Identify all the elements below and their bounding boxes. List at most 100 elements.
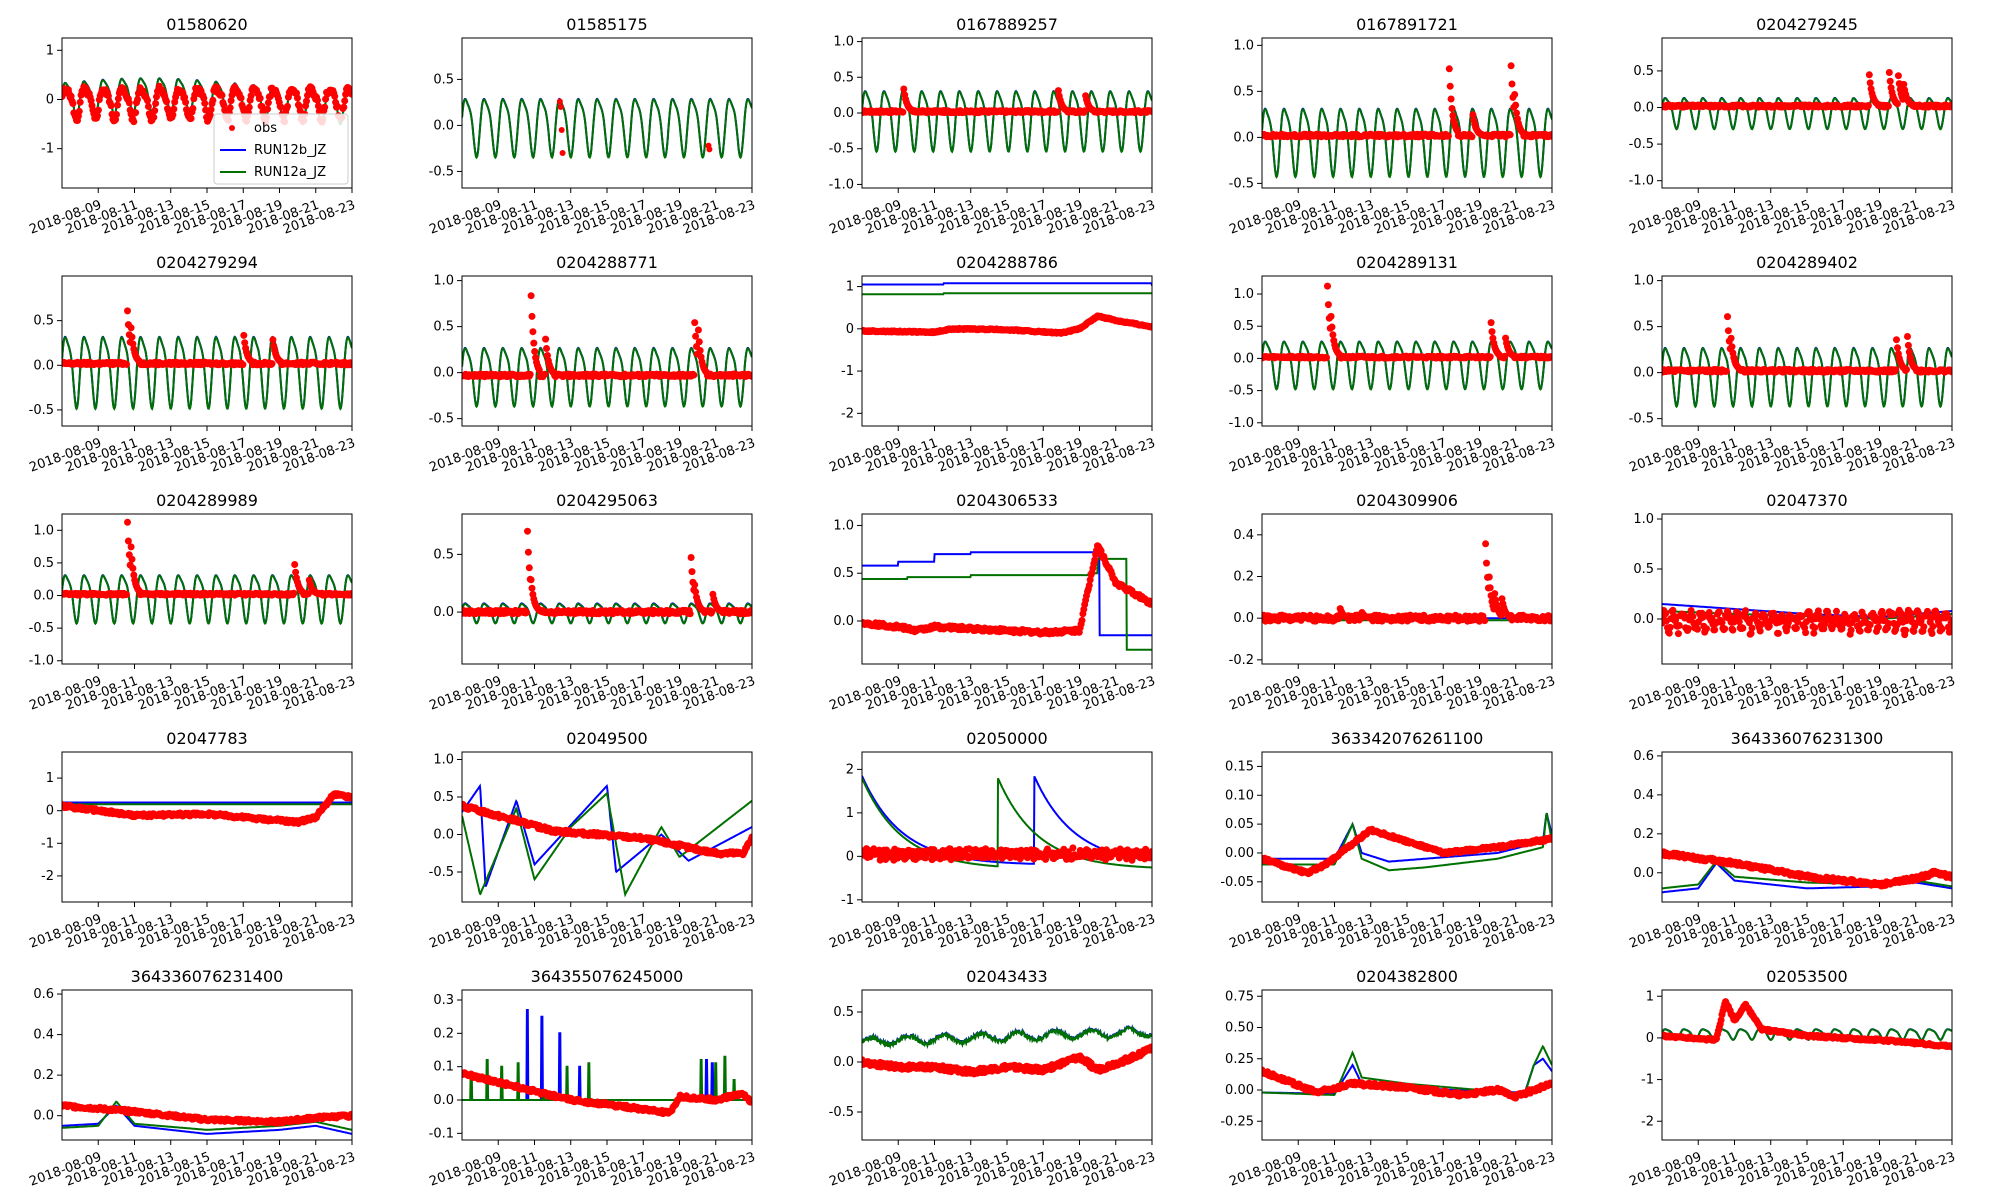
obs-point xyxy=(1468,133,1476,141)
obs-point xyxy=(1865,71,1873,79)
obs-point xyxy=(542,335,550,343)
axes-frame xyxy=(461,513,753,665)
obs-point xyxy=(1081,107,1089,115)
obs-point xyxy=(1324,301,1332,309)
subplot-title: 0204288786 xyxy=(956,253,1058,272)
series-RUN12a_JZ xyxy=(62,335,352,411)
legend-b-label: RUN12b_JZ xyxy=(254,143,326,158)
obs-point xyxy=(1444,132,1452,140)
y-tick-label: -0.5 xyxy=(29,621,54,636)
subplot-0204306533: 02043065331.00.50.02018-08-092018-08-112… xyxy=(827,491,1157,714)
legend-obs-label: obs xyxy=(254,121,277,136)
obs-point xyxy=(1675,622,1683,629)
obs-point xyxy=(1662,610,1670,618)
series-RUN12a_JZ xyxy=(862,90,1152,154)
y-tick-label: 0.0 xyxy=(33,358,54,373)
plot-area xyxy=(862,85,1152,154)
obs-point xyxy=(258,103,266,110)
y-tick-label: 0.0 xyxy=(1233,130,1254,145)
obs-point xyxy=(1756,627,1764,635)
obs-point xyxy=(1802,629,1810,637)
obs-point xyxy=(527,576,535,584)
series-RUN12a_JZ xyxy=(62,574,352,626)
y-tick-label: 1.0 xyxy=(1633,274,1654,289)
obs-point xyxy=(69,100,77,107)
obs-point xyxy=(1879,610,1887,618)
obs-point xyxy=(1148,598,1152,606)
obs-point xyxy=(899,108,907,116)
y-tick-label: -0.5 xyxy=(429,164,454,179)
obs-point xyxy=(1894,100,1901,108)
y-tick-label: 1.0 xyxy=(833,518,854,533)
axes-frame xyxy=(861,275,1153,427)
obs-point xyxy=(1548,132,1552,140)
obs-point xyxy=(1938,625,1946,633)
obs-point xyxy=(1864,102,1872,109)
obs-point xyxy=(127,543,135,551)
obs-point xyxy=(1687,607,1695,614)
obs-point xyxy=(558,127,565,134)
y-tick-label: 0.5 xyxy=(833,70,854,85)
plot-area xyxy=(862,282,1152,337)
obs-point xyxy=(690,371,698,379)
obs-point xyxy=(1747,629,1755,637)
plot-area xyxy=(62,77,352,126)
subplot-title: 0204295063 xyxy=(556,491,658,510)
obs-point xyxy=(692,332,700,340)
obs-point xyxy=(1548,613,1552,621)
obs-point xyxy=(1488,328,1496,336)
obs-point xyxy=(1948,616,1952,624)
y-tick-label: 0.4 xyxy=(1233,528,1254,543)
axes-frame xyxy=(1661,37,1953,189)
plot-area xyxy=(1662,313,1952,409)
obs-point xyxy=(1446,82,1454,90)
obs-point xyxy=(331,92,339,100)
obs-point xyxy=(696,347,704,354)
obs-point xyxy=(1866,79,1874,87)
y-tick-label: 0.5 xyxy=(1233,319,1254,334)
obs-point xyxy=(1853,615,1860,623)
obs-point xyxy=(1929,622,1937,630)
obs-point xyxy=(1723,367,1730,375)
obs-point xyxy=(104,92,112,100)
obs-point xyxy=(128,333,136,341)
obs-point xyxy=(314,102,322,110)
obs-point xyxy=(268,360,276,368)
obs-point xyxy=(114,101,121,109)
plot-area xyxy=(1662,603,1952,639)
obs-point xyxy=(1694,625,1701,633)
obs-point xyxy=(1894,620,1901,628)
obs-point xyxy=(348,590,352,598)
obs-point xyxy=(269,336,277,344)
obs-point xyxy=(691,319,699,327)
obs-point xyxy=(1329,331,1337,339)
subplot-title: 0204289989 xyxy=(156,491,258,510)
obs-point xyxy=(1734,610,1742,617)
subplot-title: 01585175 xyxy=(566,15,647,34)
obs-point xyxy=(1323,354,1330,362)
y-tick-label: 0.5 xyxy=(33,556,54,571)
obs-point xyxy=(531,348,539,355)
obs-point xyxy=(1811,624,1819,632)
y-tick-label: -1 xyxy=(41,142,54,157)
obs-point xyxy=(151,107,159,115)
y-tick-label: -2 xyxy=(841,406,854,421)
obs-point xyxy=(1054,87,1062,95)
y-tick-label: 0.0 xyxy=(433,366,454,381)
obs-point xyxy=(541,370,549,378)
obs-point xyxy=(241,339,249,347)
obs-point xyxy=(321,103,329,111)
y-tick-label: 0.0 xyxy=(1233,351,1254,366)
obs-point xyxy=(1445,65,1453,73)
obs-point xyxy=(1798,612,1806,620)
obs-point xyxy=(556,98,563,105)
obs-point xyxy=(1469,111,1477,119)
obs-point xyxy=(1833,607,1840,615)
obs-point xyxy=(694,326,702,334)
obs-point xyxy=(239,361,247,369)
plot-area xyxy=(62,790,352,827)
obs-point xyxy=(291,561,299,568)
obs-point xyxy=(1724,313,1731,321)
y-tick-label: 0.5 xyxy=(1233,84,1254,99)
obs-point xyxy=(524,527,531,535)
